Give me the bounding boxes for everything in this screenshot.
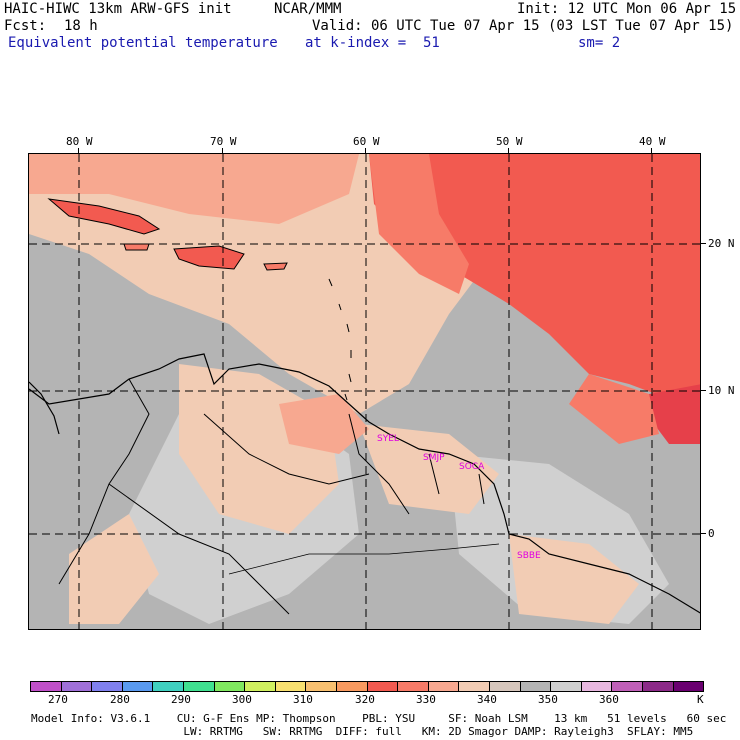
colorbar-swatch [91,681,123,692]
station-label-smjp: SMJP [423,453,445,463]
colorbar-swatch [519,681,552,692]
colorbar-swatch [458,681,490,692]
colorbar-swatch [152,681,184,692]
lon-label-70w: 70 W [210,135,237,148]
colorbar-swatch [672,681,705,692]
colorbar-label-280: 280 [110,693,130,706]
valid-time: Valid: 06 UTC Tue 07 Apr 15 (03 LST Tue … [312,18,734,34]
red-region [369,154,700,404]
level-label: at k-index = 51 [305,35,440,51]
field-name: Equivalent potential temperature [8,35,278,51]
tick-80w [78,148,79,153]
colorbar-label-270: 270 [48,693,68,706]
amazon-river [228,543,500,575]
lat-label-10n: 10 N [708,384,735,397]
model-info-line2: LW: RRTMG SW: RRTMG DIFF: full KM: 2D Sm… [31,725,694,738]
peach-region [509,534,639,624]
colorbar-swatch [30,681,62,692]
colorbar-label-340: 340 [477,693,497,706]
station-label-syel: SYEL [377,434,399,444]
colorbar-swatch [60,681,93,692]
hispaniola-island [173,245,245,270]
cuba-island [47,198,161,235]
lat-label-20n: 20 N [708,237,735,250]
model-info-line1: Model Info: V3.6.1 CU: G-F Ens MP: Thomp… [31,712,727,725]
colorbar-swatch [580,681,613,692]
station-label-sbbe: SBBE [517,551,541,561]
colorbar-swatch [183,681,215,692]
colorbar-swatch [366,681,399,692]
smoothing-label: sm= 2 [578,35,621,51]
lon-label-60w: 60 W [353,135,380,148]
colorbar-label-360: 360 [599,693,619,706]
colorbar-swatch [336,681,368,692]
south-america-coast [29,353,700,614]
lat-label-0: 0 [708,527,715,540]
colorbar-label-310: 310 [293,693,313,706]
model-title: HAIC-HIWC 13km ARW-GFS init [4,1,232,17]
colorbar-label-300: 300 [232,693,252,706]
tick-60w [365,148,366,153]
forecast-label: Fcst: [4,18,47,34]
station-label-soca: SOCA [459,462,485,472]
map-grid [29,154,700,629]
colorbar-swatch [244,681,276,692]
jamaica-island [123,243,150,251]
colorbar-label-320: 320 [355,693,375,706]
salmon-region [279,394,369,454]
map-svg: SYEL SMJP SOCA SBBE [29,154,700,629]
colorbar-swatch [611,681,643,692]
colorbar-swatch [489,681,521,692]
colorbar-label-330: 330 [416,693,436,706]
colorbar-swatch [427,681,460,692]
colorbar-unit: K [697,693,704,706]
peach-region [29,154,359,224]
colorbar-label-350: 350 [538,693,558,706]
colorbar-swatch [121,681,154,692]
init-time: Init: 12 UTC Mon 06 Apr 15 [517,1,737,17]
map-panel: SYEL SMJP SOCA SBBE [28,153,701,630]
tick-10n [701,390,706,391]
tick-20n [701,243,706,244]
crimson-region [649,384,700,444]
salmon-region [369,154,469,294]
colorbar-label-290: 290 [171,693,191,706]
colorbar-swatch [305,681,337,692]
tick-0 [701,533,706,534]
lon-label-50w: 50 W [496,135,523,148]
puerto-rico-island [263,262,288,271]
colorbar-swatch [642,681,674,692]
lon-label-40w: 40 W [639,135,666,148]
tick-40w [651,148,652,153]
colorbar-swatch [397,681,429,692]
lon-label-80w: 80 W [66,135,93,148]
tick-50w [508,148,509,153]
central-america-coast [29,381,60,435]
org-label: NCAR/MMM [274,1,342,17]
tick-70w [222,148,223,153]
forecast-hours: 18 h [64,18,98,34]
colorbar-swatch [213,681,246,692]
colorbar-swatch [274,681,307,692]
colorbar-swatch [550,681,582,692]
country-borders [58,378,485,615]
lesser-antilles [328,278,352,401]
peach-region [69,514,159,624]
